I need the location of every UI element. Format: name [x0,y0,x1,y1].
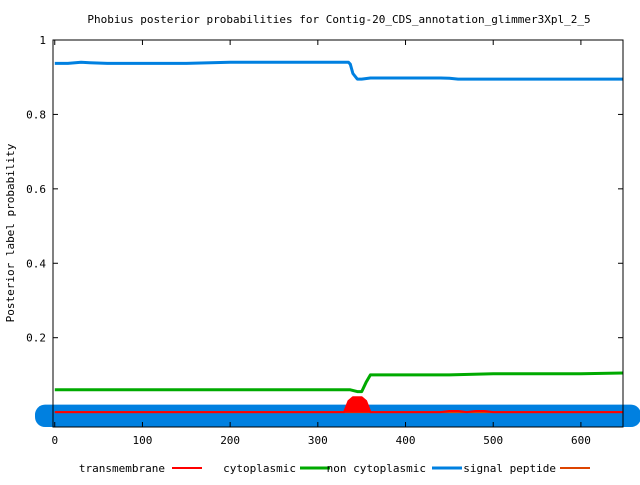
x-tick-label: 100 [133,434,153,447]
legend-label-cytoplasmic: cytoplasmic [223,462,296,475]
y-tick-label: 0.8 [26,108,46,121]
x-ticks: 0 100 200 300 400 500 600 [51,40,591,447]
y-ticks: 0.2 0.4 0.6 0.8 1 [26,34,623,345]
series-line-cytoplasmic [54,371,624,394]
x-tick-label: 0 [51,434,58,447]
chart-title: Phobius posterior probabilities for Cont… [87,13,590,26]
x-tick-label: 300 [308,434,328,447]
y-axis-label: Posterior label probability [4,143,17,322]
plot-frame [52,39,624,428]
x-tick-label: 400 [396,434,416,447]
transmembrane-area [343,396,371,413]
x-tick-label: 600 [571,434,591,447]
x-tick-label: 500 [483,434,503,447]
legend-label-transmembrane: transmembrane [79,462,165,475]
y-tick-label: 0.2 [26,332,46,345]
y-tick-label: 0.4 [26,257,46,270]
series-layer [54,60,624,414]
x-tick-label: 200 [220,434,240,447]
legend: transmembrane cytoplasmic non cytoplasmic s… [79,462,590,475]
y-tick-label: 1 [39,34,46,47]
legend-label-signal-peptide: signal peptide [463,462,556,475]
legend-label-non-cytoplasmic: non cytoplasmic [327,462,426,475]
band-layer [35,404,640,427]
y-tick-label: 0.6 [26,183,46,196]
series-line-non-cytoplasmic [54,60,623,81]
non-cytoplasmic-band [35,404,640,427]
